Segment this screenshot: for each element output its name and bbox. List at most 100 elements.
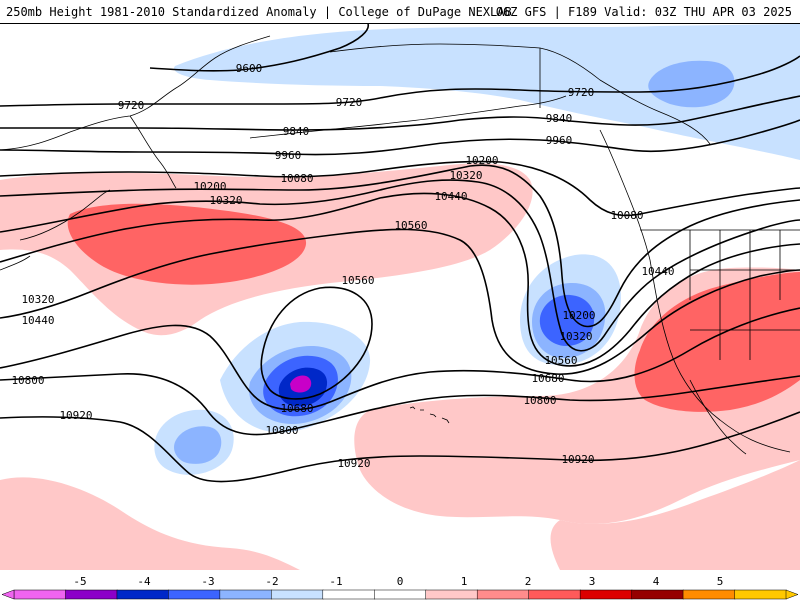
colorbar-swatch	[219, 589, 273, 600]
contour-9600	[149, 24, 369, 72]
contour-label: 9960	[546, 134, 573, 147]
contour-label: 10800	[11, 374, 44, 387]
contour-10560-closed	[260, 286, 373, 400]
coastlines	[0, 35, 800, 455]
contour-label: 10320	[209, 194, 242, 207]
contour-label: 10800	[265, 424, 298, 437]
hawaii-islands	[409, 406, 450, 424]
contour-label: 9720	[568, 86, 595, 99]
contour-label: 9720	[336, 96, 363, 109]
colorbar-tick-label: -3	[201, 575, 214, 588]
colorbar-tick-label: -4	[137, 575, 151, 588]
coast-japan	[19, 189, 111, 241]
coast-asia	[0, 35, 271, 151]
contour-label: 10920	[561, 453, 594, 466]
coast-alaska	[329, 43, 711, 145]
contour-label-group: 9600 9720 9720 9720 9840 9840 9960 9960 …	[11, 62, 674, 470]
coast-aleutians	[249, 95, 567, 139]
colorbar-swatch	[322, 589, 376, 600]
colorbar-tick-label: -1	[329, 575, 342, 588]
contour-label: 9720	[118, 99, 145, 112]
colorbar-tick-label: -2	[265, 575, 278, 588]
contour-10800	[0, 373, 800, 436]
negative-anomaly-shading	[154, 24, 800, 475]
contour-10560	[0, 228, 800, 375]
anomaly-map: 9600 9720 9720 9720 9840 9840 9960 9960 …	[0, 24, 800, 570]
colorbar-swatch	[528, 589, 581, 600]
contour-label: 10440	[434, 190, 467, 203]
contour-label: 9840	[546, 112, 573, 125]
colorbar-swatch	[425, 589, 478, 600]
colorbar-max-arrow	[785, 589, 799, 600]
contour-label: 10080	[280, 172, 313, 185]
colorbar-swatch	[374, 589, 427, 600]
contour-label: 10560	[544, 354, 577, 367]
contour-label: 10680	[531, 372, 564, 385]
colorbar-min-arrow	[1, 589, 15, 600]
colorbar-swatch	[271, 589, 324, 600]
contour-label: 10440	[21, 314, 54, 327]
contour-label: 9600	[236, 62, 263, 75]
colorbar-tick-label: -5	[73, 575, 86, 588]
colorbar-tick-label: 5	[717, 575, 724, 588]
contour-label: 10920	[337, 457, 370, 470]
contour-label: 10920	[59, 409, 92, 422]
contour-label: 10320	[449, 169, 482, 182]
pos-mid-west-pacific	[67, 203, 307, 285]
contour-label: 10560	[341, 274, 374, 287]
colorbar-tick-label: 3	[589, 575, 596, 588]
colorbar-swatch	[682, 589, 736, 600]
colorbar-swatch	[734, 589, 787, 600]
colorbar-tick-label: 4	[653, 575, 660, 588]
contour-10920	[0, 411, 800, 483]
contour-label: 10440	[641, 265, 674, 278]
colorbar-swatch	[631, 589, 684, 600]
neg-mid-alaska	[648, 60, 735, 108]
anomaly-colorbar: -5 -4 -3 -2 -1 0 1 2 3 4 5	[1, 575, 799, 600]
coast-korea	[0, 255, 31, 271]
contour-label: 10200	[465, 154, 498, 167]
contour-label: 9840	[283, 125, 310, 138]
coast-kamchatka	[129, 115, 177, 189]
contour-label: 10320	[559, 330, 592, 343]
colorbar-tick-label: 1	[461, 575, 468, 588]
colorbar-swatch	[476, 589, 530, 600]
colorbar-tick-label: 0	[397, 575, 404, 588]
us-state-lines	[689, 230, 800, 360]
height-contours	[0, 24, 800, 483]
contour-10440	[0, 192, 800, 367]
neg-extreme-central	[290, 375, 312, 393]
contour-label: 10200	[562, 309, 595, 322]
positive-anomaly-shading	[0, 163, 800, 570]
title-bar: 250mb Height 1981-2010 Standardized Anom…	[0, 0, 800, 24]
contour-label: 9960	[275, 149, 302, 162]
neg-area-alaska	[174, 24, 800, 160]
contour-label: 10200	[193, 180, 226, 193]
colorbar-swatch	[13, 589, 67, 600]
colorbar-swatches	[1, 589, 799, 600]
colorbar-swatch	[116, 589, 170, 600]
contour-9720	[0, 55, 800, 107]
coast-baja	[689, 379, 747, 455]
model-valid-time: 06Z GFS | F189 Valid: 03Z THU APR 03 202…	[495, 5, 792, 19]
contour-label: 10320	[21, 293, 54, 306]
contour-9840	[0, 95, 800, 131]
contour-9960	[0, 119, 800, 156]
neg-mid-west	[174, 426, 222, 464]
neg-strong-east	[539, 294, 595, 346]
contour-10320	[0, 179, 800, 352]
contour-10200	[0, 164, 800, 328]
contour-label: 10560	[394, 219, 427, 232]
contour-label: 10800	[523, 394, 556, 407]
colorbar-ticks: -5 -4 -3 -2 -1 0 1 2 3 4 5	[73, 575, 723, 588]
contour-10680	[0, 307, 800, 411]
pos-area-south-east	[550, 460, 800, 570]
pos-mid-southwest-us	[634, 272, 800, 412]
contour-10080	[0, 160, 800, 217]
coast-us-west	[649, 259, 791, 453]
colorbar-tick-label: 2	[525, 575, 532, 588]
pos-area-subtropics	[0, 477, 300, 570]
map-title: 250mb Height 1981-2010 Standardized Anom…	[6, 5, 512, 19]
colorbar-swatch	[579, 589, 633, 600]
colorbar-swatch	[168, 589, 221, 600]
